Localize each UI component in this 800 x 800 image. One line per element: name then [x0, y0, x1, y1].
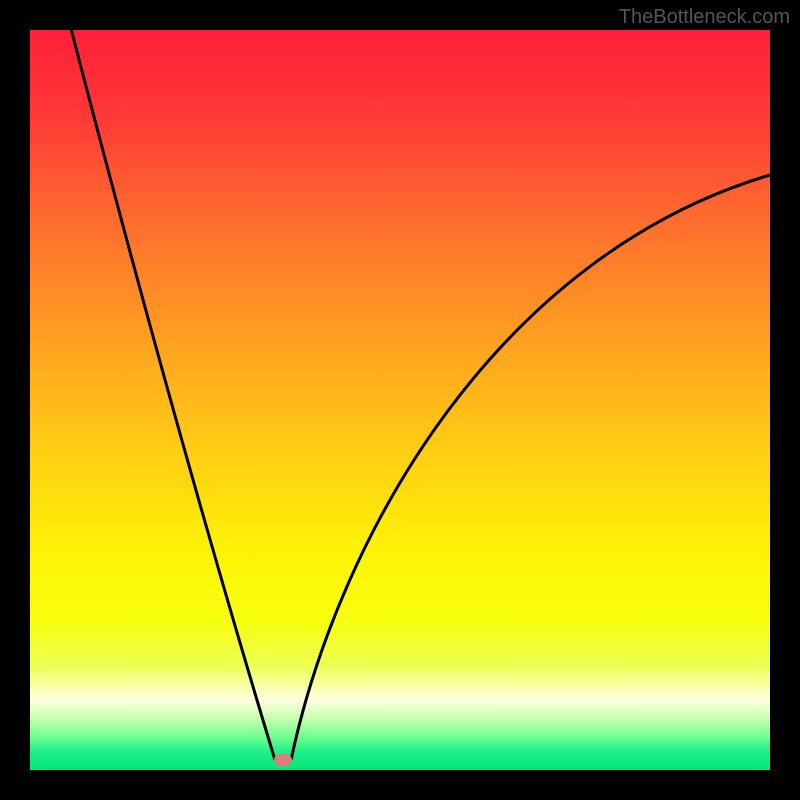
bottleneck-chart: [30, 30, 770, 770]
bottleneck-curve: [30, 30, 770, 770]
curve-left-branch: [70, 30, 275, 760]
optimal-point-marker: [274, 754, 292, 766]
curve-right-branch: [291, 175, 770, 760]
watermark-text: TheBottleneck.com: [619, 6, 790, 29]
